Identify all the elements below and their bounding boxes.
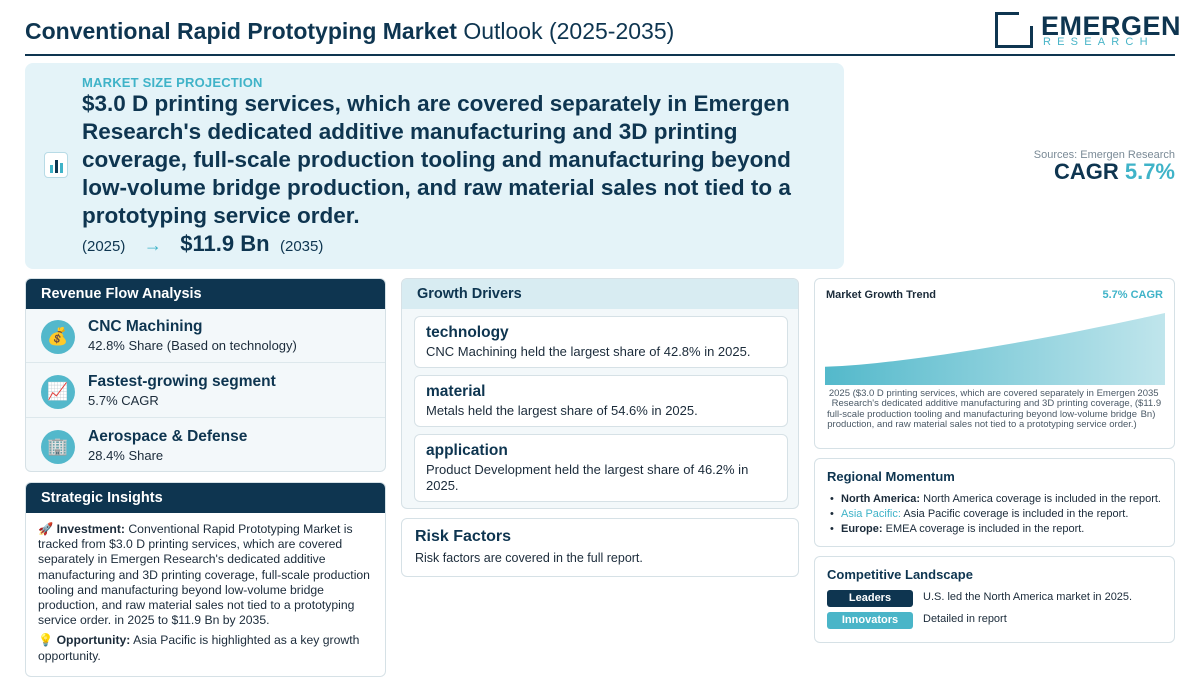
competitive-row: Leaders U.S. led the North America marke… [827, 590, 1162, 612]
trend-end-label: 2035 ($11.9 Bn) [1134, 388, 1162, 420]
leaders-badge: Leaders [827, 590, 913, 607]
opportunity-text: Asia Pacific is highlighted as a key gro… [38, 633, 360, 663]
driver-title: application [426, 442, 508, 459]
growth-area-chart [825, 313, 1165, 385]
growth-drivers-heading: Growth Drivers [402, 279, 798, 309]
sources-label: Sources: Emergen Research [1033, 149, 1175, 161]
revenue-item-title: CNC Machining [88, 318, 203, 335]
driver-title: technology [426, 324, 509, 341]
revenue-item: 🏢 Aerospace & Defense 28.4% Share [26, 419, 385, 471]
bar-chart-icon [44, 152, 68, 178]
competitive-text: U.S. led the North America market in 202… [923, 591, 1133, 603]
logo-subtext: RESEARCH [1043, 36, 1154, 48]
regional-momentum-card: Regional Momentum North America: North A… [814, 458, 1175, 547]
innovators-badge: Innovators [827, 612, 913, 629]
arrow-right-icon: → [143, 235, 162, 255]
strategic-insights-heading: Strategic Insights [26, 483, 385, 513]
rocket-icon: 🚀 [38, 522, 54, 536]
building-icon: 🏢 [41, 430, 75, 464]
competitive-text: Detailed in report [923, 613, 1007, 625]
growth-area [825, 313, 1165, 385]
market-growth-trend-card: Market Growth Trend 5.7% CAGR 2025 ($3.0… [814, 278, 1175, 449]
logo-wordmark: EMERGEN [1041, 11, 1182, 41]
driver-item: application Product Development held the… [414, 434, 788, 502]
trend-start-label: 2025 ($3.0 D printing services, which ar… [827, 388, 1137, 431]
driver-title: material [426, 383, 486, 400]
revenue-item-sub: 28.4% Share [88, 448, 164, 463]
investment-insight: 🚀 Investment: Conventional Rapid Prototy… [38, 522, 373, 628]
page-header: Conventional Rapid Prototyping Market Ou… [25, 11, 1181, 56]
market-size-panel: MARKET SIZE PROJECTION $3.0 D printing s… [25, 63, 844, 269]
revenue-item-title: Fastest-growing segment [88, 373, 276, 390]
region-name: Europe: [841, 523, 883, 535]
risk-factors-card: Risk Factors Risk factors are covered in… [401, 518, 799, 577]
cagr-highlight: CAGR 5.7% [1054, 159, 1175, 185]
end-value: $11.9 Bn [180, 231, 270, 256]
logo-mark-icon [995, 12, 1033, 48]
driver-item: material Metals held the largest share o… [414, 375, 788, 427]
region-name: Asia Pacific: [841, 508, 901, 520]
investment-label: Investment: [56, 522, 125, 536]
trend-title: Market Growth Trend [826, 289, 937, 301]
strategic-insights-body: 🚀 Investment: Conventional Rapid Prototy… [26, 513, 385, 676]
revenue-item: 💰 CNC Machining 42.8% Share (Based on te… [26, 309, 385, 363]
region-item: Asia Pacific: Asia Pacific coverage is i… [827, 507, 1162, 522]
emergen-logo[interactable]: EMERGEN RESEARCH [995, 11, 1181, 50]
region-list: North America: North America coverage is… [827, 492, 1162, 537]
investment-text: Conventional Rapid Prototyping Market is… [38, 522, 370, 628]
revenue-item-sub: 42.8% Share (Based on technology) [88, 338, 297, 353]
region-text: EMEA coverage is included in the report. [885, 523, 1085, 535]
competitive-row: Innovators Detailed in report [827, 612, 1162, 634]
market-size-projection: (2025) → $11.9 Bn (2035) [82, 231, 323, 257]
cagr-label: CAGR [1053, 159, 1119, 184]
trend-chart-icon: 📈 [41, 375, 75, 409]
page-title: Conventional Rapid Prototyping Market Ou… [25, 18, 674, 45]
market-size-tag: MARKET SIZE PROJECTION [82, 75, 263, 90]
market-size-headline: $3.0 D printing services, which are cove… [82, 91, 791, 228]
competitive-landscape-card: Competitive Landscape Leaders U.S. led t… [814, 556, 1175, 643]
region-item: North America: North America coverage is… [827, 492, 1162, 507]
end-year: (2035) [280, 238, 324, 255]
strategic-insights-card: Strategic Insights 🚀 Investment: Convent… [25, 482, 386, 677]
opportunity-label: Opportunity: [56, 633, 131, 648]
revenue-flow-card: Revenue Flow Analysis 💰 CNC Machining 42… [25, 278, 386, 472]
start-year: (2025) [82, 238, 126, 255]
money-bag-icon: 💰 [41, 320, 75, 354]
region-item: Europe: EMEA coverage is included in the… [827, 522, 1162, 537]
regional-momentum-heading: Regional Momentum [827, 469, 955, 484]
driver-item: technology CNC Machining held the larges… [414, 316, 788, 368]
revenue-item: 📈 Fastest-growing segment 5.7% CAGR [26, 364, 385, 418]
page-title-rest: Outlook (2025-2035) [463, 18, 675, 44]
risk-factors-heading: Risk Factors [415, 528, 512, 545]
revenue-item-sub: 5.7% CAGR [88, 393, 159, 408]
cagr-value: 5.7% [1124, 159, 1175, 184]
growth-drivers-card: Growth Drivers technology CNC Machining … [401, 278, 799, 509]
trend-cagr: 5.7% CAGR [1102, 289, 1163, 301]
region-text: Asia Pacific coverage is included in the… [903, 508, 1129, 520]
driver-text: Product Development held the largest sha… [426, 462, 749, 493]
page-title-bold: Conventional Rapid Prototyping Market [25, 18, 457, 44]
region-name: North America: [841, 493, 921, 505]
driver-text: Metals held the largest share of 54.6% i… [426, 403, 698, 418]
driver-text: CNC Machining held the largest share of … [426, 344, 751, 359]
risk-factors-text: Risk factors are covered in the full rep… [415, 551, 643, 565]
revenue-item-title: Aerospace & Defense [88, 428, 248, 445]
opportunity-insight: 💡 Opportunity: Asia Pacific is highlight… [38, 633, 373, 663]
region-text: North America coverage is included in th… [923, 493, 1161, 505]
revenue-flow-heading: Revenue Flow Analysis [26, 279, 385, 309]
lightbulb-icon: 💡 [38, 633, 54, 648]
competitive-landscape-heading: Competitive Landscape [827, 567, 973, 582]
